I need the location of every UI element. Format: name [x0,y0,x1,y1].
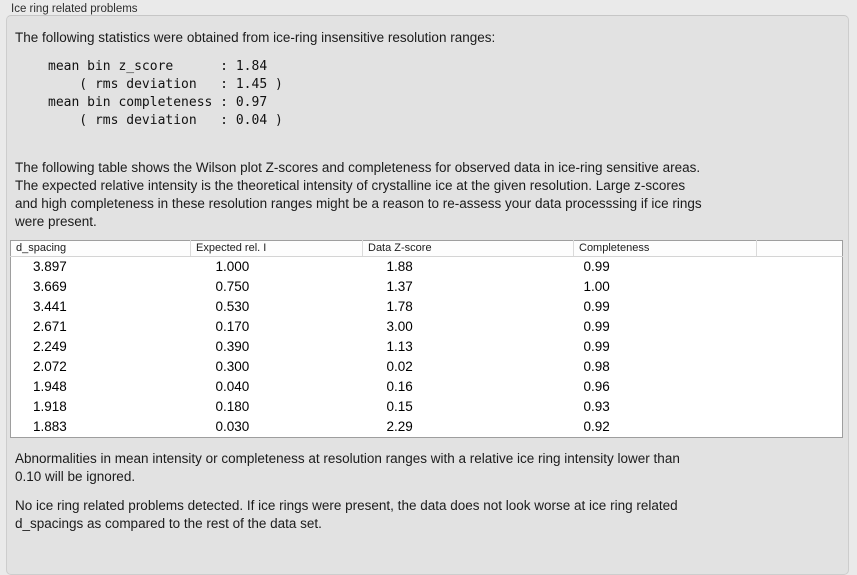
table-cell: 0.030 [215,419,250,434]
table-cell: 0.99 [583,259,610,274]
table-cell: 0.040 [215,379,250,394]
table-cell-filler [757,277,843,297]
table-row[interactable]: 2.671 0.170 3.00 0.99 [11,317,843,337]
table-cell: 0.99 [583,339,610,354]
panel-title: Ice ring related problems [11,3,138,15]
table-cell: 1.000 [215,259,250,274]
table-cell: 0.15 [386,399,413,414]
table-cell: 1.13 [386,339,413,354]
table-row[interactable]: 2.072 0.300 0.02 0.98 [11,357,843,377]
window-background: { "panel": { "title": "Ice ring related … [6,3,849,575]
table-cell: 3.441 [33,299,67,314]
table-cell: 1.37 [386,279,413,294]
table-cell: 1.88 [386,259,413,274]
ice-ring-groupbox: The following statistics were obtained f… [6,15,849,575]
table-cell-filler [757,377,843,397]
table-row[interactable]: 1.948 0.040 0.16 0.96 [11,377,843,397]
table-cell: 0.530 [215,299,250,314]
description-line: and high completeness in these resolutio… [15,196,702,211]
description-line: The following table shows the Wilson plo… [15,160,701,175]
table-cell: 0.750 [215,279,250,294]
conclusion-line: No ice ring related problems detected. I… [15,498,678,513]
column-header-filler [756,240,843,257]
conclusion-text: No ice ring related problems detected. I… [15,497,840,533]
description-line: The expected relative intensity is the t… [15,178,686,193]
table-cell: 1.918 [33,399,67,414]
table-cell-filler [757,417,843,438]
column-header-d-spacing[interactable]: d_spacing [10,240,191,257]
table-cell: 0.93 [583,399,610,414]
table-cell-filler [757,397,843,417]
intro-text: The following statistics were obtained f… [15,30,496,45]
table-cell: 2.29 [386,419,413,434]
table-row[interactable]: 3.897 1.000 1.88 0.99 [11,257,843,278]
table-cell: 1.00 [583,279,610,294]
table-cell: 1.78 [386,299,413,314]
footnote-line: Abnormalities in mean intensity or compl… [15,451,680,466]
table-cell-filler [757,257,843,278]
table-cell-filler [757,357,843,377]
table-row[interactable]: 3.669 0.750 1.37 1.00 [11,277,843,297]
table-cell: 0.92 [583,419,610,434]
table-cell: 0.96 [583,379,610,394]
table-row[interactable]: 1.883 0.030 2.29 0.92 [11,417,843,438]
table-cell: 0.99 [583,299,610,314]
footnote-line: 0.10 will be ignored. [15,469,136,484]
table-cell: 0.98 [583,359,610,374]
table-cell: 0.170 [215,319,250,334]
table-cell: 2.671 [33,319,67,334]
table-cell: 0.99 [583,319,610,334]
table-cell: 0.02 [386,359,413,374]
table-cell-filler [757,297,843,317]
description-line: were present. [15,214,97,229]
table-cell: 1.883 [33,419,67,434]
table-cell: 2.072 [33,359,67,374]
stats-block: mean bin z_score : 1.84 ( rms deviation … [48,59,283,128]
footnote-text: Abnormalities in mean intensity or compl… [15,450,840,486]
column-header-completeness[interactable]: Completeness [573,240,757,257]
conclusion-line: d_spacings as compared to the rest of th… [15,516,322,531]
column-header-data-z-score[interactable]: Data Z-score [362,240,574,257]
table-row[interactable]: 1.918 0.180 0.15 0.93 [11,397,843,417]
groupbox-content: The following statistics were obtained f… [7,29,848,533]
table-row[interactable]: 2.249 0.390 1.13 0.99 [11,337,843,357]
table-cell: 0.180 [215,399,250,414]
table-cell-filler [757,337,843,357]
table-cell: 0.300 [215,359,250,374]
table-cell: 1.948 [33,379,67,394]
table-header-row: d_spacing Expected rel. I Data Z-score C… [10,240,843,257]
table-row[interactable]: 3.441 0.530 1.78 0.99 [11,297,843,317]
table-cell-filler [757,317,843,337]
table-cell: 2.249 [33,339,67,354]
table-cell: 3.669 [33,279,67,294]
table-cell: 0.16 [386,379,413,394]
table-cell: 0.390 [215,339,250,354]
column-header-expected-rel-i[interactable]: Expected rel. I [190,240,363,257]
ice-ring-table: d_spacing Expected rel. I Data Z-score C… [10,240,843,438]
description-text: The following table shows the Wilson plo… [15,159,840,231]
table-cell: 3.00 [386,319,413,334]
table-body: 3.897 1.000 1.88 0.99 3.669 0.750 1.37 1.00 3.44… [11,257,843,438]
table-cell: 3.897 [33,259,67,274]
